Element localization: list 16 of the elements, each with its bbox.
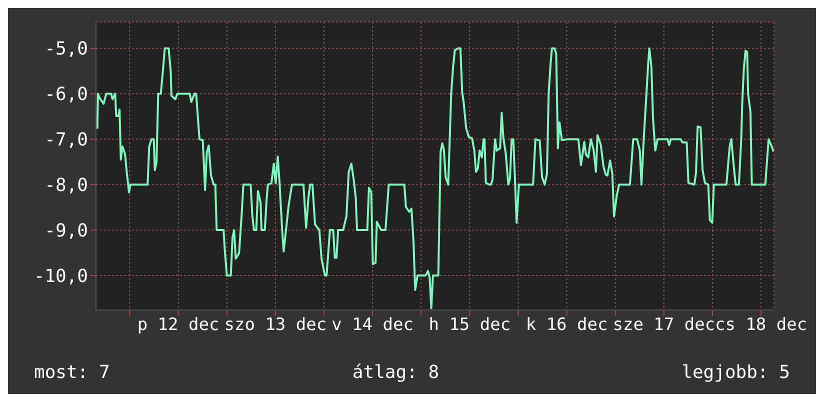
- x-tick-label: p 12 dec: [137, 315, 220, 336]
- text: most: 7: [34, 362, 110, 383]
- x-tick-label: sze 17 dec: [612, 315, 716, 336]
- x-tick-label: v 14 dec: [332, 315, 414, 336]
- y-tick-label: -5,0: [44, 38, 88, 60]
- text: átlag: 8: [352, 362, 440, 383]
- y-tick-label: -7,0: [44, 130, 88, 151]
- y-tick-label: -8,0: [44, 175, 88, 196]
- x-tick-label: szo 13 dec: [224, 315, 327, 336]
- y-tick-label: -10,0: [34, 266, 88, 287]
- x-tick-label: h 15 dec: [428, 315, 511, 336]
- y-tick-label: -9,0: [44, 220, 88, 242]
- text: legjobb: 5: [682, 362, 790, 383]
- x-tick-label: cs 18 dec: [714, 315, 808, 336]
- y-tick-label: -6,0: [44, 84, 88, 106]
- x-tick-label: k 16 dec: [526, 315, 608, 336]
